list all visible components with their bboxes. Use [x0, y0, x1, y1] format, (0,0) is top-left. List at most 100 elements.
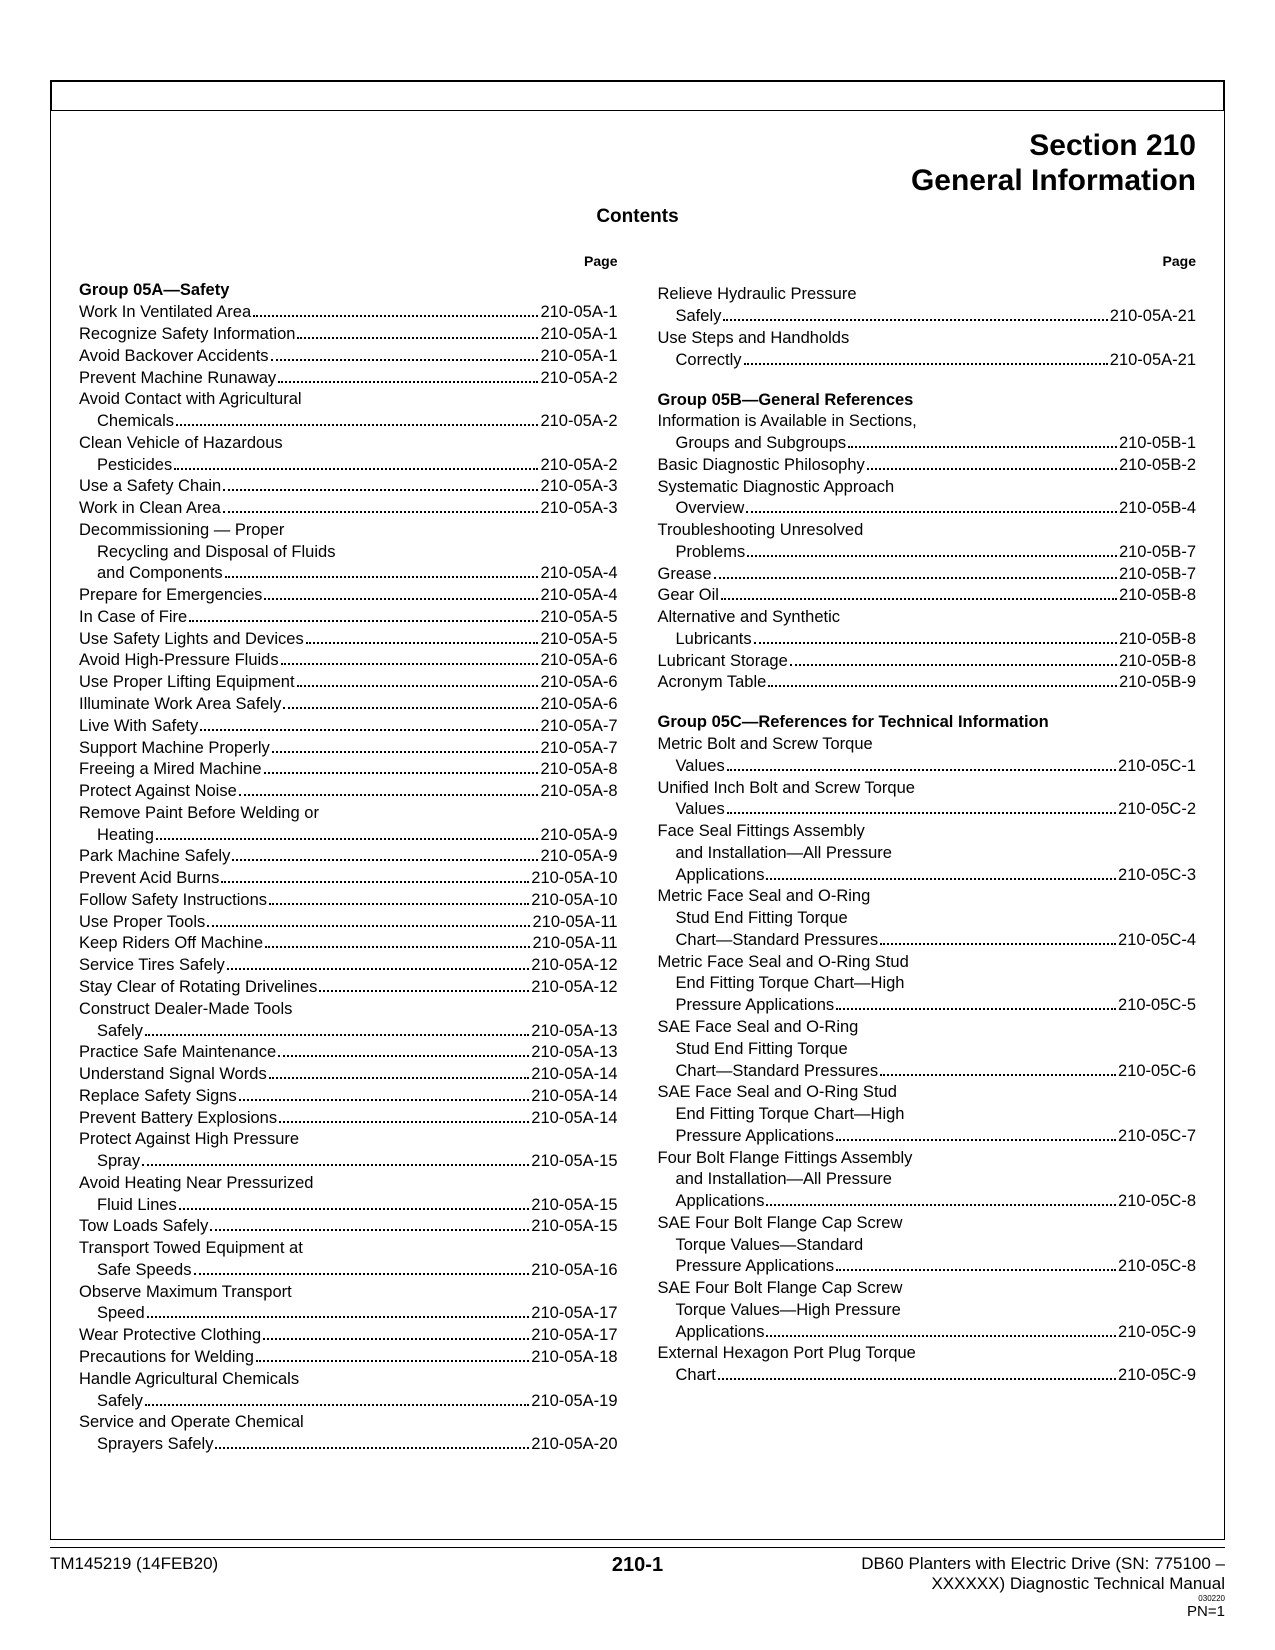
toc-entry-page: 210-05A-7: [540, 738, 617, 760]
toc-leader-dots: [263, 1338, 529, 1340]
toc-leader-dots: [239, 1099, 530, 1101]
toc-leader-dots: [721, 598, 1117, 600]
toc-entry-page: 210-05A-20: [531, 1434, 617, 1456]
toc-entry-label: Replace Safety Signs: [79, 1086, 237, 1108]
toc-leader-dots: [766, 1335, 1116, 1337]
toc-entry-label: Basic Diagnostic Philosophy: [658, 455, 865, 477]
toc-entry-page: 210-05A-18: [531, 1347, 617, 1369]
toc-entry: Live With Safety210-05A-7: [79, 716, 618, 738]
toc-entry-label: Use a Safety Chain: [79, 476, 221, 498]
toc-entry-page: 210-05A-15: [531, 1195, 617, 1217]
toc-entry-page: 210-05C-6: [1118, 1061, 1196, 1083]
toc-continuation-line: Service and Operate Chemical: [79, 1412, 618, 1434]
toc-entry: Use Safety Lights and Devices210-05A-5: [79, 629, 618, 651]
toc-continuation-line: Protect Against High Pressure: [79, 1129, 618, 1151]
toc-leader-dots: [880, 943, 1116, 945]
toc-entry: Support Machine Properly210-05A-7: [79, 738, 618, 760]
toc-entry-page: 210-05C-7: [1118, 1126, 1196, 1148]
toc-leader-dots: [264, 772, 539, 774]
toc-entry: Chart—Standard Pressures210-05C-6: [658, 1061, 1197, 1083]
toc-entry-page: 210-05A-10: [531, 890, 617, 912]
toc-leader-dots: [278, 1055, 529, 1057]
toc-leader-dots: [145, 1404, 529, 1406]
toc-leader-dots: [836, 1008, 1116, 1010]
toc-entry-page: 210-05B-7: [1119, 542, 1196, 564]
toc-entry-page: 210-05B-8: [1119, 651, 1196, 673]
toc-entry-label: Spray: [79, 1151, 140, 1173]
toc-leader-dots: [727, 812, 1116, 814]
toc-entry: Use a Safety Chain210-05A-3: [79, 476, 618, 498]
toc-continuation-line: Decommissioning — Proper: [79, 520, 618, 542]
toc-entry-label: Overview: [658, 498, 745, 520]
toc-entry: Chart—Standard Pressures210-05C-4: [658, 930, 1197, 952]
toc-entries-05c: Metric Bolt and Screw TorqueValues210-05…: [658, 734, 1197, 1387]
toc-entry-label: Protect Against Noise: [79, 781, 237, 803]
toc-entry: Understand Signal Words210-05A-14: [79, 1064, 618, 1086]
toc-entry-label: Chart: [658, 1365, 716, 1387]
toc-entry: Applications210-05C-3: [658, 865, 1197, 887]
toc-entry-page: 210-05A-8: [540, 781, 617, 803]
toc-entry-label: Service Tires Safely: [79, 955, 225, 977]
toc-entry: Illuminate Work Area Safely210-05A-6: [79, 694, 618, 716]
toc-leader-dots: [319, 990, 529, 992]
toc-entry-page: 210-05A-17: [531, 1325, 617, 1347]
toc-leader-dots: [297, 685, 539, 687]
toc-entry-label: In Case of Fire: [79, 607, 187, 629]
toc-continuation-line: Troubleshooting Unresolved: [658, 520, 1197, 542]
toc-entry-label: Avoid Backover Accidents: [79, 346, 269, 368]
toc-entry-page: 210-05A-17: [531, 1303, 617, 1325]
toc-continuation-line: Avoid Heating Near Pressurized: [79, 1173, 618, 1195]
toc-entry: and Components210-05A-4: [79, 563, 618, 585]
toc-leader-dots: [194, 1273, 530, 1275]
toc-leader-dots: [279, 1121, 529, 1123]
toc-continuation-line: Remove Paint Before Welding or: [79, 803, 618, 825]
toc-leader-dots: [281, 663, 539, 665]
toc-entry-label: Recognize Safety Information: [79, 324, 295, 346]
toc-entry-page: 210-05A-4: [540, 585, 617, 607]
toc-continuation-line: Use Steps and Handholds: [658, 328, 1197, 350]
toc-leader-dots: [232, 859, 538, 861]
toc-entry-label: Problems: [658, 542, 746, 564]
toc-leader-dots: [225, 576, 539, 578]
toc-leader-dots: [239, 794, 539, 796]
toc-entry: Prevent Machine Runaway210-05A-2: [79, 368, 618, 390]
toc-entry-page: 210-05A-9: [540, 825, 617, 847]
footer-right: DB60 Planters with Electric Drive (SN: 7…: [708, 1554, 1226, 1620]
toc-entry-page: 210-05A-9: [540, 846, 617, 868]
toc-entry-label: Chemicals: [79, 411, 174, 433]
toc-entry: Replace Safety Signs210-05A-14: [79, 1086, 618, 1108]
toc-leader-dots: [147, 1316, 530, 1318]
toc-entry-label: Stay Clear of Rotating Drivelines: [79, 977, 317, 999]
toc-entry-label: Avoid High-Pressure Fluids: [79, 650, 279, 672]
toc-entry: Avoid High-Pressure Fluids210-05A-6: [79, 650, 618, 672]
toc-entry: Applications210-05C-8: [658, 1191, 1197, 1213]
toc-leader-dots: [223, 489, 538, 491]
toc-entry-page: 210-05C-9: [1118, 1322, 1196, 1344]
toc-entry-page: 210-05A-15: [531, 1151, 617, 1173]
toc-continuation-line: Torque Values—High Pressure: [658, 1300, 1197, 1322]
group-05b-title: Group 05B—General References: [658, 390, 1197, 412]
footer-pn: PN=1: [708, 1603, 1226, 1620]
toc-leader-dots: [836, 1139, 1116, 1141]
toc-entry-label: Grease: [658, 564, 712, 586]
toc-entries-05a-cont: Relieve Hydraulic PressureSafely210-05A-…: [658, 284, 1197, 371]
footer-page-number: 210-1: [568, 1554, 708, 1577]
toc-leader-dots: [142, 1164, 529, 1166]
toc-entry-page: 210-05C-9: [1118, 1365, 1196, 1387]
toc-continuation-line: Handle Agricultural Chemicals: [79, 1369, 618, 1391]
toc-entry-page: 210-05A-15: [531, 1216, 617, 1238]
toc-entry-page: 210-05A-5: [540, 629, 617, 651]
toc-leader-dots: [718, 1378, 1116, 1380]
toc-leader-dots: [766, 1204, 1116, 1206]
toc-entry-page: 210-05B-4: [1119, 498, 1196, 520]
toc-entry: Pressure Applications210-05C-7: [658, 1126, 1197, 1148]
toc-leader-dots: [176, 424, 538, 426]
toc-entry: Lubricants210-05B-8: [658, 629, 1197, 651]
toc-entry-page: 210-05A-21: [1110, 306, 1196, 328]
toc-entry-page: 210-05C-1: [1118, 756, 1196, 778]
toc-entry-label: Illuminate Work Area Safely: [79, 694, 281, 716]
toc-continuation-line: Face Seal Fittings Assembly: [658, 821, 1197, 843]
toc-entry-label: Gear Oil: [658, 585, 719, 607]
toc-entry: Fluid Lines210-05A-15: [79, 1195, 618, 1217]
toc-entry-page: 210-05A-2: [540, 368, 617, 390]
